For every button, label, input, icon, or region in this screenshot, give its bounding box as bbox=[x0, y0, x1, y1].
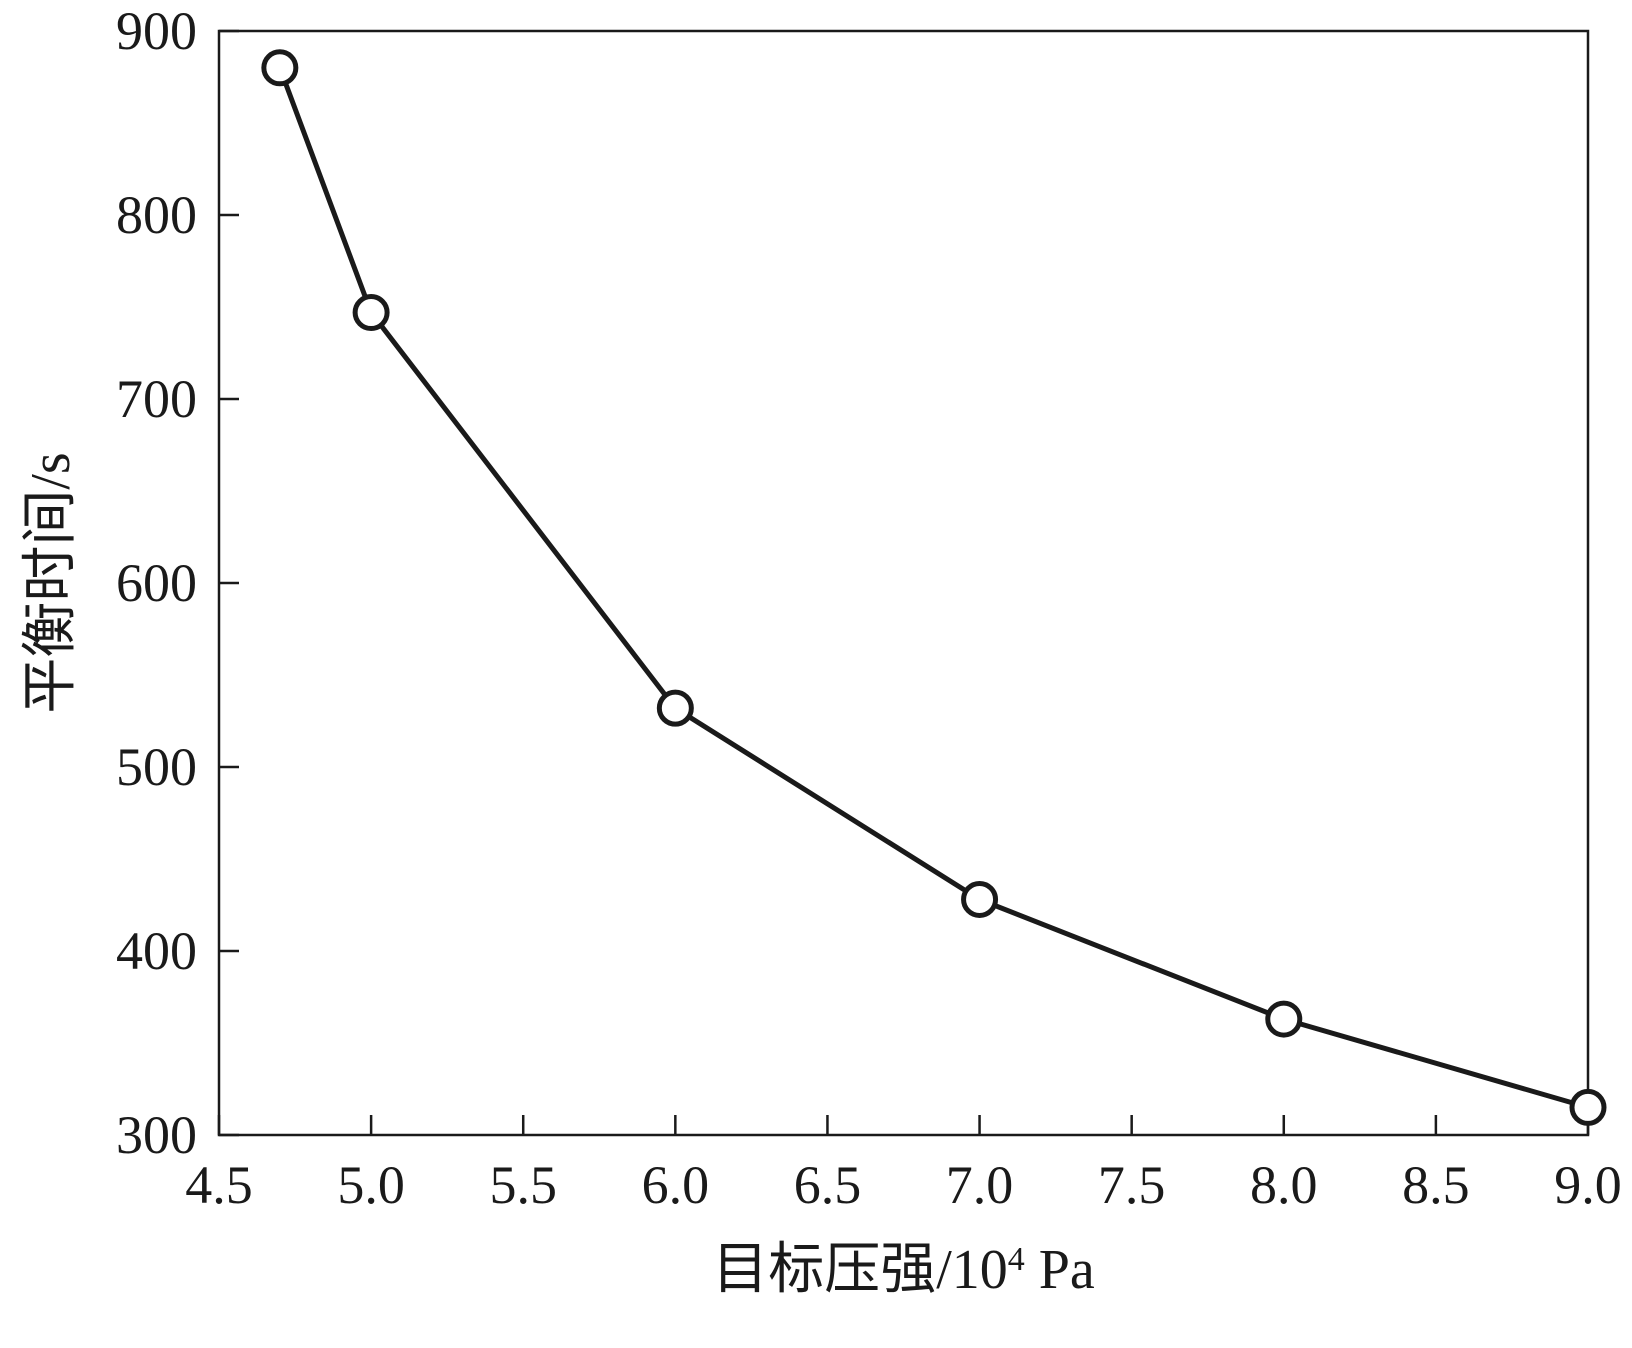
y-tick-label: 500 bbox=[116, 737, 197, 797]
data-point-marker bbox=[352, 294, 390, 332]
x-tick-label: 8.5 bbox=[1402, 1155, 1470, 1215]
x-tick-label: 5.5 bbox=[489, 1155, 557, 1215]
x-tick-label: 5.0 bbox=[337, 1155, 405, 1215]
x-axis-title-superscript: 4 bbox=[1008, 1241, 1025, 1278]
y-axis-title: 平衡时间/s bbox=[20, 452, 82, 713]
y-tick-label: 800 bbox=[116, 185, 197, 245]
plot-frame bbox=[217, 29, 1590, 1137]
y-tick-label: 600 bbox=[116, 553, 197, 613]
data-point-marker bbox=[656, 689, 694, 727]
y-tick-label: 300 bbox=[116, 1105, 197, 1165]
series-line bbox=[277, 65, 1591, 1110]
x-tick-label: 7.5 bbox=[1098, 1155, 1166, 1215]
data-point-marker bbox=[1265, 1000, 1303, 1038]
x-axis-title: 目标压强/104 Pa bbox=[712, 1239, 1095, 1301]
series-layer bbox=[261, 49, 1607, 1126]
x-tick-label: 4.5 bbox=[185, 1155, 253, 1215]
data-point-marker bbox=[261, 49, 299, 87]
x-tick-label: 8.0 bbox=[1250, 1155, 1318, 1215]
data-point-marker bbox=[1569, 1088, 1607, 1126]
tick-labels-layer: 4.5 5.0 5.5 6.0 6.5 7.0 7.5 8.0 8.5 9.0 300 400 500 6… bbox=[116, 1, 1622, 1215]
x-tick-label: 9.0 bbox=[1554, 1155, 1622, 1215]
x-axis-title-main: 目标压强/10 bbox=[712, 1239, 1008, 1301]
data-point-marker bbox=[961, 880, 999, 918]
x-axis-title-unit: Pa bbox=[1025, 1239, 1095, 1301]
x-tick-label: 7.0 bbox=[946, 1155, 1014, 1215]
y-tick-label: 700 bbox=[116, 369, 197, 429]
y-tick-label: 900 bbox=[116, 1, 197, 61]
x-tick-label: 6.0 bbox=[642, 1155, 710, 1215]
x-tick-label: 6.5 bbox=[794, 1155, 862, 1215]
y-tick-label: 400 bbox=[116, 921, 197, 981]
